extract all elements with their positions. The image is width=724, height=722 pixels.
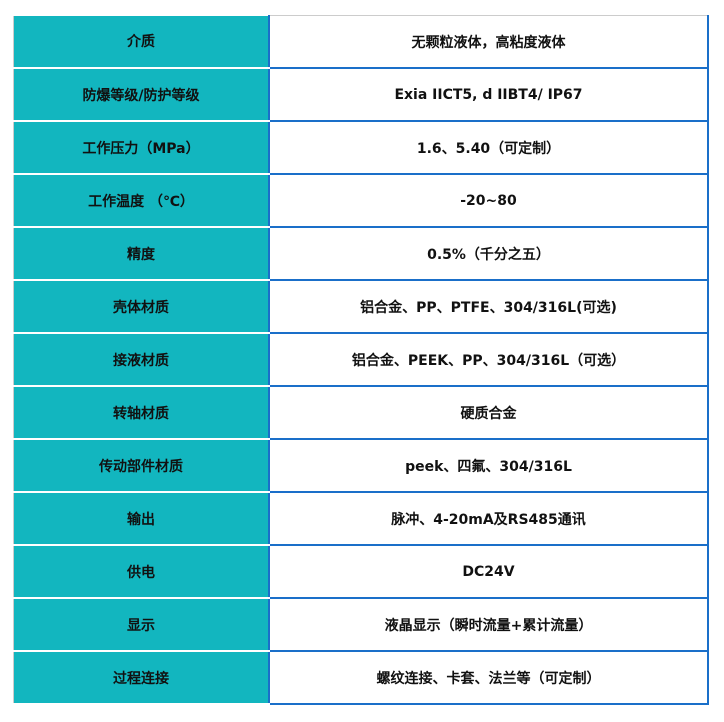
spec-value: 螺纹连接、卡套、法兰等（可定制） [268, 651, 709, 705]
spec-label: 工作温度 （℃） [13, 174, 269, 228]
spec-value: 铝合金、PEEK、PP、304/316L（可选） [268, 333, 709, 387]
spec-value: 1.6、5.40（可定制） [268, 121, 709, 175]
spec-value: 0.5%（千分之五） [268, 227, 709, 281]
table-row: 工作压力（MPa） 1.6、5.40（可定制） [13, 121, 709, 175]
spec-value: 液晶显示（瞬时流量+累计流量） [268, 598, 709, 652]
table-row: 介质 无颗粒液体，高粘度液体 [13, 15, 709, 69]
table-row: 防爆等级/防护等级 Exia IICT5, d IIBT4/ IP67 [13, 68, 709, 122]
table-row: 输出 脉冲、4-20mA及RS485通讯 [13, 492, 709, 546]
table-row: 工作温度 （℃） -20~80 [13, 174, 709, 228]
spec-label: 显示 [13, 598, 269, 652]
spec-label: 输出 [13, 492, 269, 546]
spec-label: 壳体材质 [13, 280, 269, 334]
spec-value: -20~80 [268, 174, 709, 228]
spec-label: 介质 [13, 15, 269, 69]
spec-label: 防爆等级/防护等级 [13, 68, 269, 122]
spec-label: 接液材质 [13, 333, 269, 387]
spec-value: 铝合金、PP、PTFE、304/316L(可选) [268, 280, 709, 334]
spec-value: 无颗粒液体，高粘度液体 [268, 15, 709, 69]
table-row: 精度 0.5%（千分之五） [13, 227, 709, 281]
spec-label: 过程连接 [13, 651, 269, 705]
table-row: 接液材质 铝合金、PEEK、PP、304/316L（可选） [13, 333, 709, 387]
table-row: 壳体材质 铝合金、PP、PTFE、304/316L(可选) [13, 280, 709, 334]
spec-value: 硬质合金 [268, 386, 709, 440]
table-row: 供电 DC24V [13, 545, 709, 599]
spec-value: peek、四氟、304/316L [268, 439, 709, 493]
spec-label: 传动部件材质 [13, 439, 269, 493]
spec-value: DC24V [268, 545, 709, 599]
table-row: 过程连接 螺纹连接、卡套、法兰等（可定制） [13, 651, 709, 705]
spec-label: 转轴材质 [13, 386, 269, 440]
spec-label: 精度 [13, 227, 269, 281]
table-row: 转轴材质 硬质合金 [13, 386, 709, 440]
spec-label: 供电 [13, 545, 269, 599]
spec-label: 工作压力（MPa） [13, 121, 269, 175]
spec-value: Exia IICT5, d IIBT4/ IP67 [268, 68, 709, 122]
table-row: 传动部件材质 peek、四氟、304/316L [13, 439, 709, 493]
spec-table: 介质 无颗粒液体，高粘度液体 防爆等级/防护等级 Exia IICT5, d IIBT… [13, 15, 709, 705]
table-row: 显示 液晶显示（瞬时流量+累计流量） [13, 598, 709, 652]
spec-value: 脉冲、4-20mA及RS485通讯 [268, 492, 709, 546]
